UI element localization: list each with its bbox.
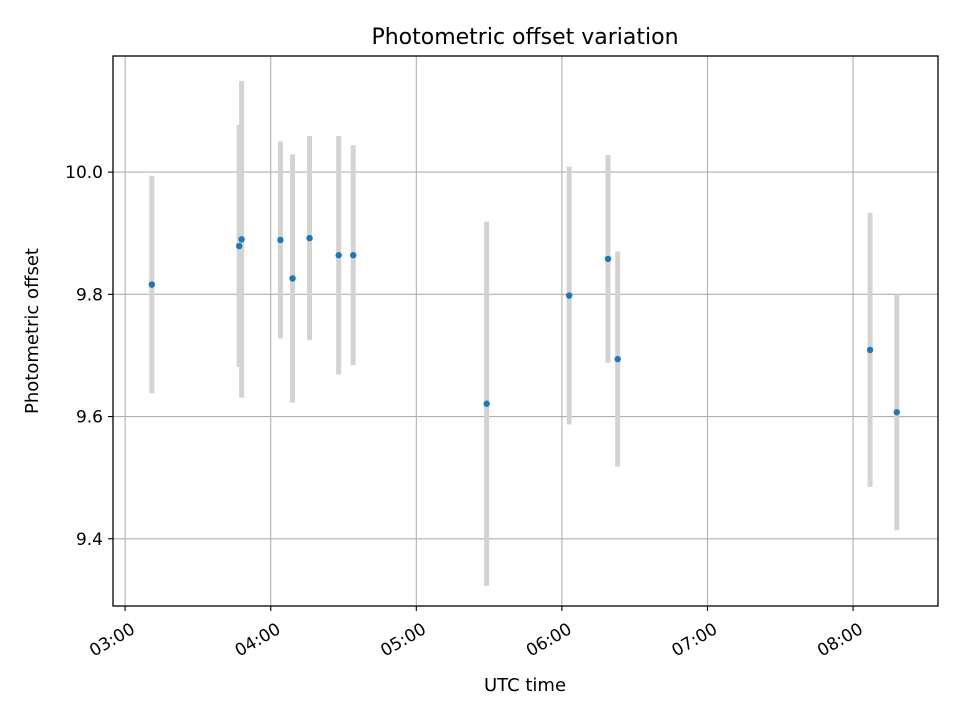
y-tick-label: 10.0	[65, 163, 103, 183]
data-point	[866, 346, 874, 354]
y-axis-ticks: 9.4 9.6 9.8 10.0	[65, 163, 113, 550]
y-tick-label: 9.8	[76, 285, 103, 305]
x-tick-label: 08:00	[814, 619, 866, 661]
plot-frame	[112, 55, 939, 607]
x-tick-label: 06:00	[523, 619, 575, 661]
data-point	[289, 275, 296, 282]
error-bars	[149, 81, 900, 586]
data-point	[238, 236, 245, 243]
data-point	[277, 236, 284, 244]
data-point	[306, 234, 313, 242]
chart-title: Photometric offset variation	[371, 25, 678, 50]
data-point	[148, 281, 156, 288]
x-tick-label: 05:00	[377, 619, 429, 661]
data-point	[483, 400, 490, 407]
y-axis-title: Photometric offset	[22, 248, 43, 414]
x-axis-ticks: 03:00 04:00 05:00 06:00 07:00 08:00	[86, 606, 867, 661]
y-tick-label: 9.4	[76, 530, 103, 550]
x-tick-label: 03:00	[86, 619, 138, 661]
data-point	[235, 242, 243, 250]
data-point	[604, 255, 612, 263]
data-point	[614, 355, 621, 363]
data-point	[893, 409, 900, 416]
y-tick-label: 9.6	[76, 408, 103, 428]
grid	[113, 56, 938, 606]
data-point	[335, 252, 342, 259]
x-axis-title: UTC time	[484, 675, 566, 696]
data-point	[350, 252, 357, 259]
x-tick-label: 04:00	[232, 619, 284, 661]
data-point	[565, 292, 573, 299]
x-tick-label: 07:00	[669, 619, 721, 661]
data-points	[148, 234, 900, 416]
